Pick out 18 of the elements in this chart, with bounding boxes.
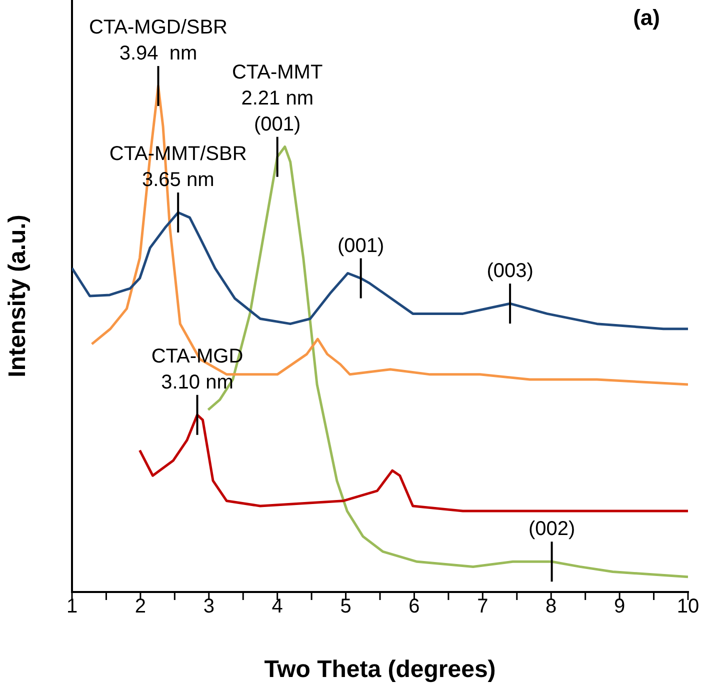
annotation: (003) bbox=[486, 260, 534, 282]
x-tick-label: 4 bbox=[272, 596, 283, 618]
x-tick-label: 6 bbox=[408, 596, 420, 618]
x-tick-label: 9 bbox=[614, 596, 626, 618]
annotation: CTA-MGD/SBR 3.94 nm bbox=[88, 16, 228, 65]
y-axis-title: Intensity (a.u.) bbox=[4, 214, 32, 378]
x-tick-label: 2 bbox=[134, 596, 146, 618]
x-tick-label: 3 bbox=[203, 596, 214, 618]
x-tick-label: 5 bbox=[340, 596, 352, 618]
x-axis-title: Two Theta (degrees) bbox=[264, 656, 496, 684]
annotation: (002) bbox=[528, 518, 576, 540]
annotation: CTA-MMT 2.21 nm (001) bbox=[232, 61, 323, 136]
x-tick-label: 8 bbox=[546, 596, 557, 618]
text: (a) bbox=[633, 5, 660, 30]
x-tick-label: 10 bbox=[676, 596, 700, 618]
annotation: (001) bbox=[337, 234, 384, 257]
x-tick-label: 7 bbox=[477, 596, 488, 618]
x-tick-label: 1 bbox=[66, 596, 78, 618]
